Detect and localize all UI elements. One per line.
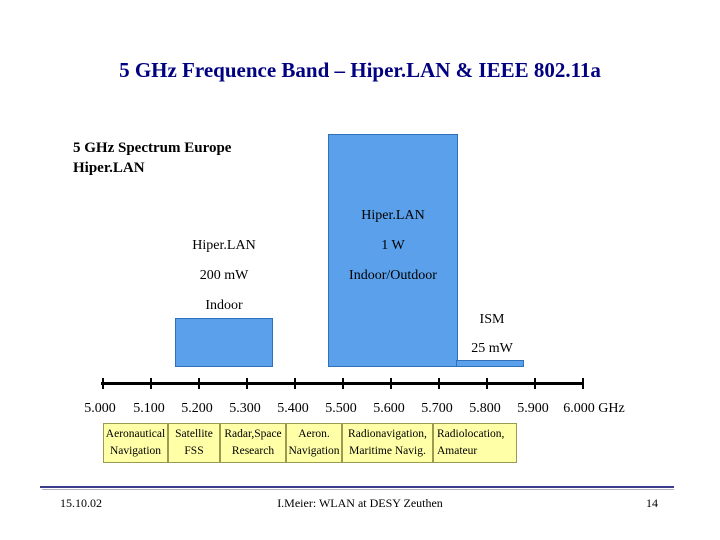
allocation-line1: Aeron. — [298, 428, 330, 440]
axis-tick — [198, 378, 200, 389]
axis-tick-label: 5.500 — [325, 401, 357, 416]
axis-tick — [390, 378, 392, 389]
band-hiperlan-high-label-1: Hiper.LAN — [361, 208, 425, 223]
footer-presenter: I.Meier: WLAN at DESY Zeuthen — [277, 496, 443, 510]
axis-tick-label: 5.300 — [229, 401, 261, 416]
allocation-line1: Radionavigation, — [348, 428, 427, 440]
allocation-line1: Aeronautical — [105, 428, 166, 440]
allocation-line2: Navigation — [288, 445, 340, 457]
axis-tick-label: 5.600 — [373, 401, 405, 416]
axis-tick — [342, 378, 344, 389]
allocation-radar: Radar,Space Research — [220, 423, 286, 463]
axis-tick — [486, 378, 488, 389]
allocation-line2: Amateur — [437, 445, 478, 457]
axis-tick-label: 5.800 — [469, 401, 501, 416]
axis-tick — [294, 378, 296, 389]
footer-rule-shadow — [42, 489, 674, 490]
allocation-line1: Satellite — [175, 428, 213, 440]
spectrum-heading: 5 GHz Spectrum Europe Hiper.LAN — [73, 138, 231, 178]
axis-tick-label: 5.200 — [181, 401, 213, 416]
allocation-aeron: Aeron. Navigation — [286, 423, 342, 463]
allocation-line2: FSS — [184, 445, 204, 457]
allocation-line1: Radar,Space — [224, 428, 282, 440]
page-number: 14 — [646, 496, 658, 510]
allocation-radionavigation: Radionavigation, Maritime Navig. — [342, 423, 433, 463]
slide-title: 5 GHz Frequence Band – Hiper.LAN & IEEE … — [119, 58, 601, 82]
band-hiperlan-low-label-2: 200 mW — [199, 268, 249, 283]
allocation-aeronautical: Aeronautical Navigation — [103, 423, 168, 463]
axis-tick-label: 5.900 — [517, 401, 549, 416]
band-ism-label-2: 25 mW — [471, 341, 513, 356]
band-hiperlan-low — [175, 318, 273, 367]
allocation-line1: Radiolocation, — [437, 428, 505, 440]
axis-tick-label: 5.000 — [84, 401, 116, 416]
allocation-line2: Maritime Navig. — [349, 445, 426, 457]
spectrum-heading-line1: 5 GHz Spectrum Europe — [73, 140, 232, 156]
allocation-satellite: Satellite FSS — [168, 423, 220, 463]
band-ism — [456, 360, 524, 367]
band-ism-label-1: ISM — [479, 312, 505, 327]
allocation-line2: Research — [231, 445, 275, 457]
band-hiperlan-high-label-3: Indoor/Outdoor — [349, 268, 437, 283]
band-hiperlan-high — [328, 134, 458, 367]
allocation-radiolocation: Radiolocation, Amateur — [433, 423, 517, 463]
axis-tick — [582, 378, 584, 389]
band-hiperlan-high-label-2: 1 W — [381, 238, 405, 253]
axis-tick — [246, 378, 248, 389]
axis-tick-label: 5.700 — [421, 401, 453, 416]
axis-tick — [438, 378, 440, 389]
spectrum-heading-line2: Hiper.LAN — [73, 160, 145, 176]
axis-tick-label: 5.100 — [133, 401, 165, 416]
footer-rule — [40, 486, 674, 488]
axis-tick-label: 5.400 — [277, 401, 309, 416]
footer-date: 15.10.02 — [60, 496, 102, 510]
band-hiperlan-low-label-3: Indoor — [205, 298, 243, 313]
allocation-line2: Navigation — [109, 445, 162, 457]
axis-tick — [102, 378, 104, 389]
axis-tick-label: 6.000 GHz — [563, 401, 625, 416]
axis-tick — [150, 378, 152, 389]
band-hiperlan-low-label-1: Hiper.LAN — [192, 238, 256, 253]
axis-tick — [534, 378, 536, 389]
